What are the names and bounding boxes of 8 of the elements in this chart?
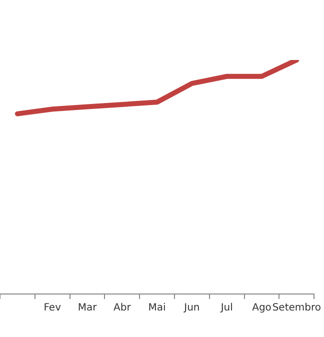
x-tick-label: Mar <box>78 302 98 314</box>
x-tick-label: Setembro <box>272 302 321 314</box>
x-tick-label: Ago <box>252 302 272 314</box>
x-tick-label: Mai <box>148 302 166 314</box>
x-tick-label: Fev <box>44 302 62 314</box>
x-tick-label: Jul <box>220 302 233 314</box>
x-tick-label: Abr <box>114 302 132 314</box>
x-tick-label: Jun <box>183 302 200 314</box>
